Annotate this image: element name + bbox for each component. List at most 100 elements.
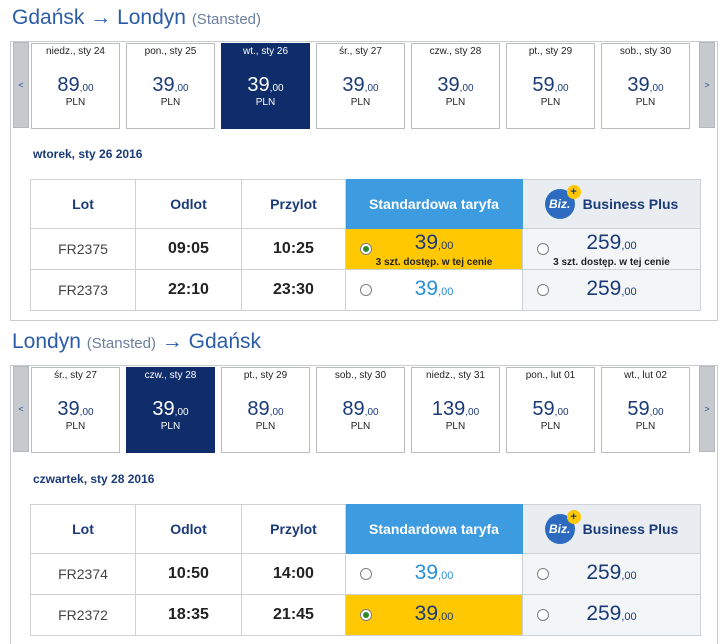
fare-price: 39,00 <box>414 601 454 625</box>
business-fare-option[interactable]: 259,00 3 szt. dostęp. w tej cenie <box>522 228 701 270</box>
outbound-prev-days-button[interactable]: < <box>13 42 29 128</box>
inbound-day-3[interactable]: sob., sty 30 89,00 PLN <box>316 367 405 453</box>
day-label: wt., lut 02 <box>624 370 667 381</box>
inbound-day-1-selected[interactable]: czw., sty 28 39,00 PLN <box>126 367 215 453</box>
radio-button[interactable] <box>537 609 549 621</box>
outbound-day-0[interactable]: niedz., sty 24 89,00 PLN <box>31 43 120 129</box>
inbound-day-6[interactable]: wt., lut 02 59,00 PLN <box>601 367 690 453</box>
table-row: FR2374 10:50 14:00 39,00 259,00 <box>30 553 701 595</box>
day-currency: PLN <box>65 97 86 108</box>
table-header-row: Lot Odlot Przylot Standardowa taryfa Biz… <box>30 504 701 554</box>
business-fare-option[interactable]: 259,00 <box>522 553 701 595</box>
biz-logo-icon: Biz. + <box>544 185 581 219</box>
header-standard-fare: Standardowa taryfa <box>345 179 523 229</box>
fare-price: 259,00 <box>586 601 637 625</box>
radio-button[interactable] <box>537 568 549 580</box>
header-arrival: Przylot <box>241 504 346 554</box>
header-business-plus: Biz. + Business Plus <box>522 179 701 229</box>
departure-time: 18:35 <box>135 594 242 636</box>
departure-time: 10:50 <box>135 553 242 595</box>
plus-icon: + <box>566 185 581 199</box>
standard-fare-option[interactable]: 39,00 <box>345 269 523 311</box>
header-flight: Lot <box>30 504 136 554</box>
day-label: śr., sty 27 <box>339 46 382 57</box>
outbound-day-4[interactable]: czw., sty 28 39,00 PLN <box>411 43 500 129</box>
fare-price: 39,00 <box>414 276 454 300</box>
outbound-day-6[interactable]: sob., sty 30 39,00 PLN <box>601 43 690 129</box>
inbound-day-2[interactable]: pt., sty 29 89,00 PLN <box>221 367 310 453</box>
inbound-from: Londyn <box>12 330 81 353</box>
radio-button[interactable] <box>360 568 372 580</box>
outbound-selected-date: wtorek, sty 26 2016 <box>33 147 143 161</box>
table-row: FR2372 18:35 21:45 39,00 259,00 <box>30 594 701 636</box>
radio-button[interactable] <box>537 284 549 296</box>
outbound-flights-table: Lot Odlot Przylot Standardowa taryfa Biz… <box>30 179 701 311</box>
plus-icon: + <box>566 510 581 524</box>
day-label: pt., sty 29 <box>243 370 288 381</box>
radio-button-selected[interactable] <box>360 243 372 255</box>
header-flight: Lot <box>30 179 136 229</box>
business-plus-label: Business Plus <box>582 196 679 212</box>
flight-number: FR2372 <box>30 594 136 636</box>
business-plus-label: Business Plus <box>582 521 679 537</box>
radio-button-selected[interactable] <box>360 609 372 621</box>
day-price: 39,00 <box>627 74 664 96</box>
fare-price: 39,00 <box>414 560 454 584</box>
day-price: 39,00 <box>437 74 474 96</box>
day-label: śr., sty 27 <box>54 370 97 381</box>
outbound-panel: < niedz., sty 24 89,00 PLN pon., sty 25 39,… <box>10 41 718 321</box>
standard-fare-option-selected[interactable]: 39,00 3 szt. dostęp. w tej cenie <box>345 228 523 270</box>
inbound-day-strip: śr., sty 27 39,00 PLN czw., sty 28 39,00 PLN… <box>31 367 690 453</box>
day-label: czw., sty 28 <box>144 370 197 381</box>
day-label: niedz., sty 24 <box>46 46 105 57</box>
day-currency: PLN <box>160 97 181 108</box>
inbound-prev-days-button[interactable]: < <box>13 366 29 452</box>
outbound-day-3[interactable]: śr., sty 27 39,00 PLN <box>316 43 405 129</box>
inbound-route-title: Londyn (Stansted) → Gdańsk <box>12 330 261 354</box>
day-currency: PLN <box>445 421 466 432</box>
inbound-day-0[interactable]: śr., sty 27 39,00 PLN <box>31 367 120 453</box>
standard-fare-option[interactable]: 39,00 <box>345 553 523 595</box>
arrival-time: 10:25 <box>241 228 346 270</box>
inbound-from-airport: (Stansted) <box>86 335 156 352</box>
standard-fare-option-selected[interactable]: 39,00 <box>345 594 523 636</box>
business-fare-option[interactable]: 259,00 <box>522 269 701 311</box>
fare-price: 259,00 <box>586 231 637 254</box>
arrival-time: 21:45 <box>241 594 346 636</box>
outbound-day-5[interactable]: pt., sty 29 59,00 PLN <box>506 43 595 129</box>
flight-number: FR2373 <box>30 269 136 311</box>
day-label: niedz., sty 31 <box>426 370 485 381</box>
inbound-day-5[interactable]: pon., lut 01 59,00 PLN <box>506 367 595 453</box>
flight-number: FR2375 <box>30 228 136 270</box>
header-business-plus: Biz. + Business Plus <box>522 504 701 554</box>
day-label: pt., sty 29 <box>528 46 573 57</box>
departure-time: 09:05 <box>135 228 242 270</box>
day-price: 59,00 <box>532 398 569 420</box>
day-price: 59,00 <box>627 398 664 420</box>
inbound-day-4[interactable]: niedz., sty 31 139,00 PLN <box>411 367 500 453</box>
outbound-next-days-button[interactable]: > <box>699 42 715 128</box>
day-label: sob., sty 30 <box>334 370 387 381</box>
day-price: 39,00 <box>152 398 189 420</box>
outbound-to: Londyn <box>117 6 186 29</box>
inbound-to: Gdańsk <box>188 330 262 353</box>
day-currency: PLN <box>445 97 466 108</box>
header-arrival: Przylot <box>241 179 346 229</box>
inbound-next-days-button[interactable]: > <box>699 366 715 452</box>
day-currency: PLN <box>65 421 86 432</box>
day-price: 39,00 <box>342 74 379 96</box>
day-price: 39,00 <box>57 398 94 420</box>
business-fare-option[interactable]: 259,00 <box>522 594 701 636</box>
day-price: 139,00 <box>431 398 480 420</box>
day-price: 39,00 <box>247 74 284 96</box>
radio-button[interactable] <box>537 243 549 255</box>
availability-note: 3 szt. dostęp. w tej cenie <box>553 257 670 268</box>
outbound-day-2-selected[interactable]: wt., sty 26 39,00 PLN <box>221 43 310 129</box>
outbound-day-1[interactable]: pon., sty 25 39,00 PLN <box>126 43 215 129</box>
radio-button[interactable] <box>360 284 372 296</box>
fare-price: 259,00 <box>586 276 637 300</box>
day-currency: PLN <box>255 97 276 108</box>
availability-note: 3 szt. dostęp. w tej cenie <box>375 257 493 268</box>
day-label: pon., sty 25 <box>144 46 197 57</box>
day-currency: PLN <box>350 97 371 108</box>
